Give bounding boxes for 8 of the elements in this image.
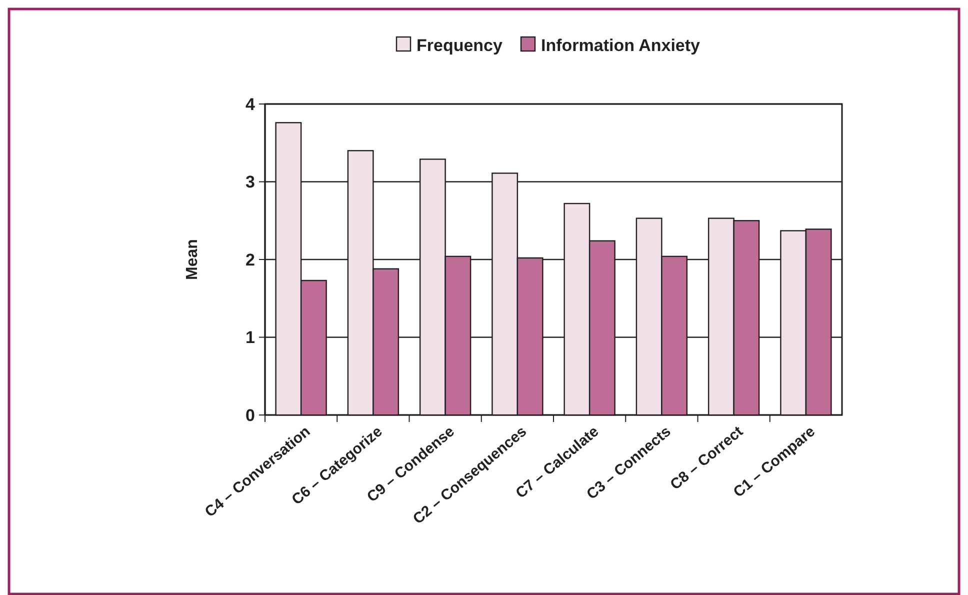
y-tick-label: 0 (246, 406, 255, 425)
y-axis-title: Mean (184, 239, 201, 280)
y-tick-label: 1 (246, 328, 255, 348)
y-tick-label: 2 (246, 250, 255, 270)
legend-label: Frequency (416, 36, 504, 55)
y-tick-label: 3 (246, 172, 255, 192)
y-tick-label: 4 (246, 94, 256, 114)
legend-label: Information Anxiety (541, 36, 701, 55)
